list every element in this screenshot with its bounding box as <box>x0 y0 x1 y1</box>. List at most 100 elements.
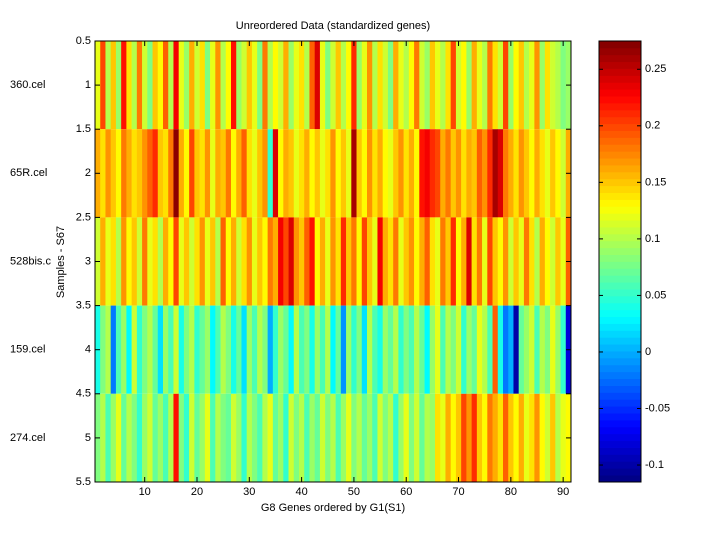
cell <box>351 129 357 218</box>
colorbar-band <box>599 275 641 283</box>
cell <box>283 129 289 218</box>
cell <box>414 305 420 394</box>
cell <box>293 217 300 306</box>
cell <box>367 305 373 394</box>
cell <box>560 41 567 130</box>
cell <box>257 41 263 130</box>
cell <box>126 41 132 130</box>
cell <box>482 393 488 482</box>
cell <box>466 393 472 482</box>
colorbar-band <box>599 192 641 200</box>
cell <box>236 41 242 130</box>
cell <box>288 305 295 394</box>
cell <box>204 393 211 482</box>
cell <box>262 305 268 394</box>
cell <box>199 129 206 218</box>
cell <box>356 217 363 306</box>
cell <box>393 305 399 394</box>
cell <box>408 217 415 306</box>
colorbar-band <box>599 247 641 256</box>
cell <box>440 217 446 306</box>
cell <box>163 305 169 394</box>
cell <box>142 393 148 482</box>
colorbar-band <box>599 240 641 249</box>
cell <box>403 41 410 130</box>
cell <box>372 305 378 394</box>
cell <box>513 305 519 394</box>
cell <box>105 129 111 218</box>
cell <box>220 217 227 306</box>
cell <box>225 129 232 218</box>
colorbar-band <box>599 41 641 49</box>
cell <box>236 393 242 482</box>
cell <box>503 393 509 482</box>
cell <box>346 129 352 218</box>
cell <box>319 305 326 394</box>
cell <box>314 217 321 306</box>
colorbar-band <box>599 75 641 83</box>
cell <box>476 305 483 394</box>
cell <box>121 41 127 130</box>
cell <box>246 217 253 306</box>
cell <box>367 129 373 218</box>
cell <box>100 41 106 130</box>
cell <box>210 41 216 130</box>
colorbar-band <box>599 330 641 338</box>
cell <box>466 129 472 218</box>
colorbar-band <box>599 385 641 393</box>
cell <box>461 41 467 130</box>
colorbar-band <box>599 295 641 304</box>
cell <box>340 41 347 130</box>
cell <box>534 305 540 394</box>
cell <box>131 41 138 130</box>
cell <box>115 217 122 306</box>
cell <box>204 217 211 306</box>
cell <box>497 129 504 218</box>
cell <box>163 393 169 482</box>
colorbar-band <box>599 158 641 166</box>
colorbar-band <box>599 419 641 428</box>
cell <box>450 129 457 218</box>
cell <box>461 217 467 306</box>
cell <box>529 393 535 482</box>
cell <box>429 305 436 394</box>
cell <box>231 393 237 482</box>
cell <box>157 305 164 394</box>
cell <box>408 129 415 218</box>
cell <box>142 217 148 306</box>
cell <box>246 41 253 130</box>
cell <box>555 41 561 130</box>
cell <box>115 129 122 218</box>
cell <box>309 41 315 130</box>
cell <box>335 217 342 306</box>
cell <box>429 217 436 306</box>
cell <box>178 393 185 482</box>
cell <box>471 41 478 130</box>
y-tick-label: 3 <box>85 255 91 267</box>
cell <box>183 217 190 306</box>
cell <box>142 305 148 394</box>
cell <box>351 41 357 130</box>
y-tick-label: 4 <box>85 344 91 356</box>
cell <box>487 393 493 482</box>
cell <box>325 41 331 130</box>
cell <box>508 393 514 482</box>
cell <box>513 393 519 482</box>
colorbar-band <box>599 220 641 228</box>
cell <box>492 41 499 130</box>
cell <box>361 393 368 482</box>
cell <box>100 393 106 482</box>
cell <box>419 41 425 130</box>
cell <box>424 217 431 306</box>
cell <box>147 129 153 218</box>
cell <box>246 129 253 218</box>
y-tick-label: 2 <box>85 167 91 179</box>
cell <box>267 129 274 218</box>
cell <box>105 41 111 130</box>
cell <box>387 41 394 130</box>
cell <box>131 305 138 394</box>
colorbar-tick-label: 0.05 <box>645 289 666 301</box>
cell <box>225 305 232 394</box>
colorbar-band <box>599 447 641 455</box>
cell <box>455 41 462 130</box>
